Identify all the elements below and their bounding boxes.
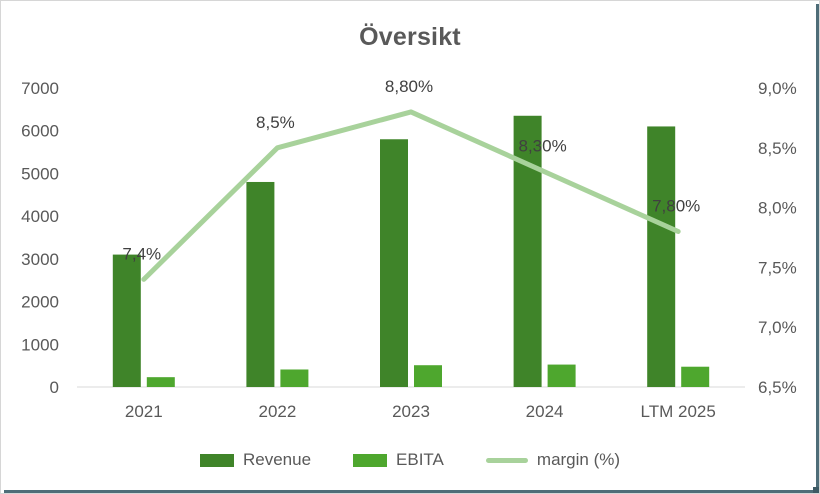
legend-item-ebita[interactable]: EBITA — [353, 450, 444, 470]
revenue-bar — [246, 181, 275, 387]
x-axis-label: 2021 — [125, 402, 163, 421]
left-axis-tick: 1000 — [21, 335, 59, 354]
x-axis-label: 2023 — [392, 402, 430, 421]
ebita-bar — [681, 366, 710, 387]
margin-data-label: 8,5% — [256, 113, 295, 132]
left-axis-tick: 5000 — [21, 164, 59, 183]
legend-item-revenue[interactable]: Revenue — [199, 450, 312, 470]
x-axis-label: LTM 2025 — [641, 402, 716, 421]
left-axis-tick: 0 — [50, 378, 59, 397]
margin-line — [141, 109, 681, 282]
right-axis-tick: 9,0% — [758, 79, 797, 98]
revenue-bar — [647, 126, 676, 387]
right-axis-tick: 8,0% — [758, 199, 797, 218]
chart-legend: Revenue EBITA margin (%) — [1, 445, 819, 475]
revenue-bar — [380, 139, 408, 387]
window-border-right — [816, 4, 819, 493]
margin-data-label: 8,30% — [518, 137, 566, 156]
revenue-bar — [112, 254, 141, 387]
margin-data-label: 7,4% — [122, 244, 161, 263]
margin-data-label: 7,80% — [652, 197, 700, 216]
right-axis-tick: 7,5% — [758, 258, 797, 277]
left-axis-tick: 4000 — [21, 207, 59, 226]
ebita-swatch-icon — [353, 453, 388, 467]
left-axis-tick: 6000 — [21, 122, 59, 141]
ebita-bar — [414, 365, 442, 387]
ebita-bar — [280, 369, 309, 387]
legend-label-margin: margin (%) — [536, 450, 621, 469]
right-axis-tick: 7,0% — [758, 318, 797, 337]
window-border-corner — [813, 487, 819, 493]
left-axis-tick: 2000 — [21, 293, 59, 312]
left-axis-tick: 7000 — [21, 79, 59, 98]
margin-data-label: 8,80% — [385, 77, 433, 96]
x-axis-label: 2022 — [258, 402, 296, 421]
legend-item-margin[interactable]: margin (%) — [485, 450, 621, 470]
window-border-bottom — [4, 490, 819, 493]
right-axis-tick: 8,5% — [758, 139, 797, 158]
left-axis-tick: 3000 — [21, 250, 59, 269]
margin-line-swatch-icon — [485, 457, 528, 463]
legend-label-revenue: Revenue — [242, 450, 312, 469]
ebita-bar — [547, 364, 576, 387]
legend-label-ebita: EBITA — [396, 450, 444, 469]
revenue-swatch-icon — [199, 453, 234, 467]
chart-title: Översikt — [359, 23, 461, 51]
revenue-bar — [513, 115, 542, 387]
right-axis-tick: 6,5% — [758, 378, 797, 397]
x-axis-label: 2024 — [526, 402, 564, 421]
ebita-bar — [146, 377, 175, 387]
